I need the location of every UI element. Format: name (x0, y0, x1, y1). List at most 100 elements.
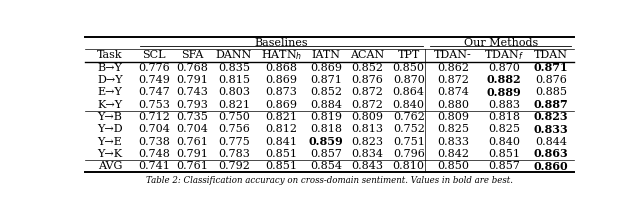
Text: 0.753: 0.753 (138, 100, 170, 110)
Text: 0.792: 0.792 (218, 161, 250, 171)
Text: 0.751: 0.751 (393, 137, 425, 146)
Text: B→Y: B→Y (97, 63, 122, 73)
Text: 0.748: 0.748 (138, 149, 170, 159)
Text: 0.843: 0.843 (351, 161, 383, 171)
Text: 0.872: 0.872 (351, 87, 383, 97)
Text: 0.863: 0.863 (534, 148, 569, 159)
Text: SFA: SFA (181, 50, 204, 60)
Text: 0.834: 0.834 (351, 149, 383, 159)
Text: 0.864: 0.864 (393, 87, 425, 97)
Text: TPT: TPT (397, 50, 420, 60)
Text: 0.749: 0.749 (138, 75, 170, 85)
Text: 0.872: 0.872 (437, 75, 469, 85)
Text: HATN$_h$: HATN$_h$ (260, 49, 302, 62)
Text: 0.874: 0.874 (437, 87, 469, 97)
Text: 0.871: 0.871 (534, 62, 568, 73)
Text: TDAN: TDAN (534, 50, 568, 60)
Text: 0.741: 0.741 (138, 161, 170, 171)
Text: 0.885: 0.885 (535, 87, 567, 97)
Text: 0.871: 0.871 (310, 75, 342, 85)
Text: 0.851: 0.851 (266, 149, 298, 159)
Text: 0.825: 0.825 (437, 124, 469, 134)
Text: 0.833: 0.833 (437, 137, 469, 146)
Text: 0.821: 0.821 (266, 112, 298, 122)
Text: Y→E: Y→E (97, 137, 122, 146)
Text: 0.793: 0.793 (177, 100, 209, 110)
Text: K→Y: K→Y (97, 100, 122, 110)
Text: IATN: IATN (312, 50, 340, 60)
Text: 0.796: 0.796 (393, 149, 425, 159)
Text: 0.883: 0.883 (488, 100, 520, 110)
Text: 0.752: 0.752 (393, 124, 425, 134)
Text: 0.803: 0.803 (218, 87, 250, 97)
Text: 0.851: 0.851 (488, 149, 520, 159)
Text: 0.809: 0.809 (437, 112, 469, 122)
Text: 0.738: 0.738 (138, 137, 170, 146)
Text: 0.868: 0.868 (266, 63, 298, 73)
Text: 0.850: 0.850 (437, 161, 469, 171)
Text: 0.775: 0.775 (218, 137, 250, 146)
Text: 0.750: 0.750 (218, 112, 250, 122)
Text: 0.756: 0.756 (218, 124, 250, 134)
Text: 0.762: 0.762 (393, 112, 425, 122)
Text: Table 2: Classification accuracy on cross-domain sentiment. Values in bold are b: Table 2: Classification accuracy on cros… (146, 176, 513, 186)
Text: E→Y: E→Y (97, 87, 122, 97)
Text: 0.833: 0.833 (534, 124, 569, 135)
Text: 0.840: 0.840 (393, 100, 425, 110)
Text: 0.844: 0.844 (535, 137, 567, 146)
Text: 0.882: 0.882 (486, 74, 521, 85)
Text: 0.825: 0.825 (488, 124, 520, 134)
Text: 0.887: 0.887 (534, 99, 569, 110)
Text: Y→K: Y→K (97, 149, 122, 159)
Text: 0.857: 0.857 (310, 149, 342, 159)
Text: 0.704: 0.704 (138, 124, 170, 134)
Text: Our Methods: Our Methods (463, 38, 538, 48)
Text: Y→D: Y→D (97, 124, 123, 134)
Text: 0.870: 0.870 (488, 63, 520, 73)
Text: 0.860: 0.860 (534, 161, 568, 172)
Text: DANN: DANN (216, 50, 252, 60)
Text: 0.859: 0.859 (308, 136, 343, 147)
Text: 0.776: 0.776 (138, 63, 170, 73)
Text: 0.851: 0.851 (266, 161, 298, 171)
Text: Task: Task (97, 50, 123, 60)
Text: 0.783: 0.783 (218, 149, 250, 159)
Text: 0.880: 0.880 (437, 100, 469, 110)
Text: 0.791: 0.791 (177, 75, 209, 85)
Text: 0.712: 0.712 (138, 112, 170, 122)
Text: 0.876: 0.876 (535, 75, 567, 85)
Text: 0.818: 0.818 (310, 124, 342, 134)
Text: 0.815: 0.815 (218, 75, 250, 85)
Text: 0.862: 0.862 (437, 63, 469, 73)
Text: 0.869: 0.869 (266, 75, 298, 85)
Text: 0.761: 0.761 (177, 137, 209, 146)
Text: 0.852: 0.852 (310, 87, 342, 97)
Text: 0.840: 0.840 (488, 137, 520, 146)
Text: 0.873: 0.873 (266, 87, 298, 97)
Text: 0.735: 0.735 (177, 112, 209, 122)
Text: 0.768: 0.768 (177, 63, 209, 73)
Text: 0.819: 0.819 (310, 112, 342, 122)
Text: TDAN$_f$: TDAN$_f$ (484, 49, 524, 62)
Text: 0.850: 0.850 (393, 63, 425, 73)
Text: 0.869: 0.869 (266, 100, 298, 110)
Text: ACAN: ACAN (350, 50, 385, 60)
Text: 0.870: 0.870 (393, 75, 425, 85)
Text: 0.812: 0.812 (266, 124, 298, 134)
Text: 0.813: 0.813 (351, 124, 383, 134)
Text: 0.791: 0.791 (177, 149, 209, 159)
Text: 0.876: 0.876 (351, 75, 383, 85)
Text: Baselines: Baselines (255, 38, 308, 48)
Text: 0.823: 0.823 (534, 112, 568, 122)
Text: 0.857: 0.857 (488, 161, 520, 171)
Text: AVG: AVG (98, 161, 122, 171)
Text: 0.809: 0.809 (351, 112, 383, 122)
Text: 0.704: 0.704 (177, 124, 209, 134)
Text: 0.823: 0.823 (351, 137, 383, 146)
Text: D→Y: D→Y (97, 75, 123, 85)
Text: TDAN-: TDAN- (435, 50, 472, 60)
Text: 0.872: 0.872 (351, 100, 383, 110)
Text: 0.884: 0.884 (310, 100, 342, 110)
Text: 0.743: 0.743 (177, 87, 209, 97)
Text: 0.810: 0.810 (393, 161, 425, 171)
